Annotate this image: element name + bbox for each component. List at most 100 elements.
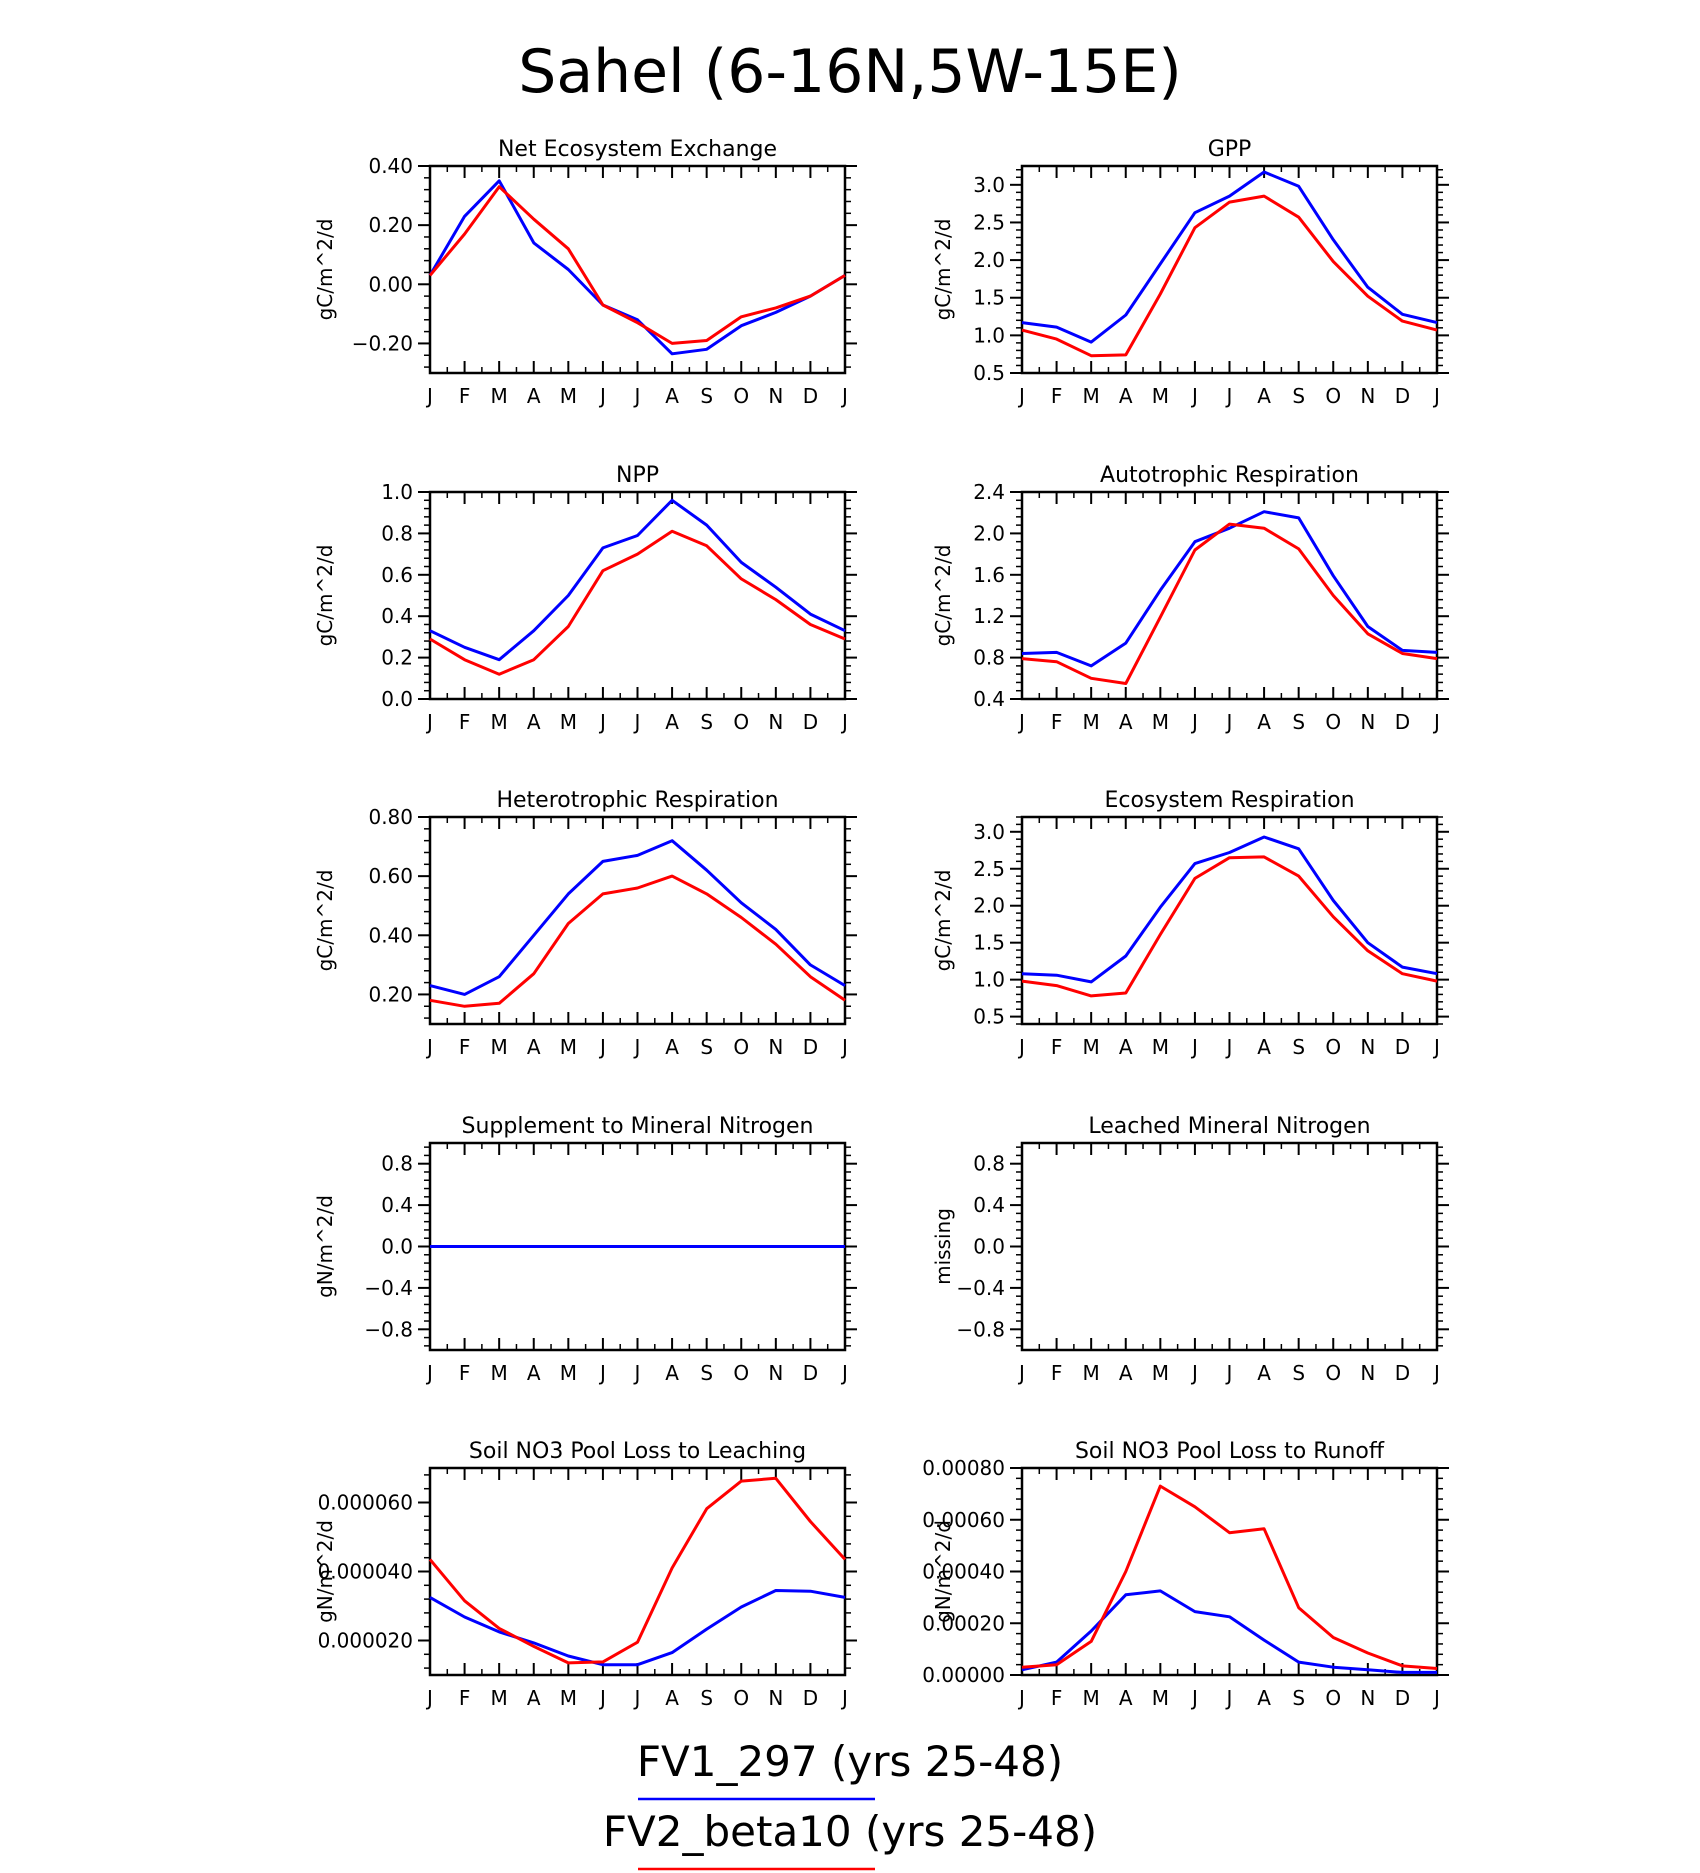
- series-line-1: [429, 498, 846, 662]
- x-tick-label: F: [1051, 384, 1063, 408]
- x-tick-label: J: [425, 710, 433, 734]
- x-tick-label: M: [491, 1361, 508, 1385]
- x-tick-label: D: [1395, 1035, 1410, 1059]
- panel-title: Soil NO3 Pool Loss to Runoff: [1075, 1439, 1385, 1464]
- x-tick-label: M: [560, 1035, 577, 1059]
- x-tick-label: J: [840, 1035, 848, 1059]
- x-tick-label: N: [768, 384, 783, 408]
- series-line-2: [1021, 855, 1438, 998]
- y-axis-label: gC/m^2/d: [313, 870, 337, 972]
- x-tick-label: S: [700, 1035, 713, 1059]
- x-tick-label: A: [527, 1035, 541, 1059]
- y-tick-label: 0.5: [973, 361, 1005, 385]
- panel-title: Soil NO3 Pool Loss to Leaching: [469, 1439, 806, 1464]
- x-tick-label: A: [1257, 1035, 1271, 1059]
- x-tick-label: D: [803, 1035, 818, 1059]
- y-tick-label: 2.5: [973, 210, 1005, 234]
- y-axis-label: gN/m^2/d: [313, 1195, 337, 1298]
- x-tick-label: A: [1119, 1686, 1133, 1710]
- x-tick-label: F: [459, 1686, 471, 1710]
- x-tick-label: S: [1292, 384, 1305, 408]
- x-tick-label: D: [1395, 384, 1410, 408]
- y-tick-label: 2.0: [973, 521, 1005, 545]
- series-line-2: [428, 1476, 847, 1665]
- x-tick-label: A: [665, 710, 679, 734]
- series-line-1: [429, 1589, 846, 1667]
- y-tick-label: −0.8: [956, 1317, 1005, 1341]
- x-tick-label: J: [633, 1361, 641, 1385]
- x-tick-label: O: [1325, 1361, 1341, 1385]
- panel-title: NPP: [616, 463, 659, 488]
- x-tick-label: N: [1360, 1035, 1375, 1059]
- x-tick-label: J: [840, 710, 848, 734]
- x-tick-label: M: [1152, 1035, 1169, 1059]
- y-tick-label: 2.0: [973, 248, 1005, 272]
- x-tick-label: O: [733, 1361, 749, 1385]
- x-tick-label: D: [803, 1361, 818, 1385]
- x-tick-label: M: [1152, 710, 1169, 734]
- x-tick-label: O: [1325, 710, 1341, 734]
- y-tick-label: −0.8: [364, 1317, 413, 1341]
- x-tick-label: J: [598, 1686, 606, 1710]
- x-tick-label: S: [1292, 1035, 1305, 1059]
- y-tick-label: 0.00000: [922, 1663, 1005, 1687]
- series-line-1: [1021, 1589, 1437, 1674]
- y-axis-label: gC/m^2/d: [931, 219, 955, 321]
- x-tick-label: N: [768, 710, 783, 734]
- x-tick-label: J: [633, 1686, 641, 1710]
- x-tick-label: N: [1360, 384, 1375, 408]
- y-tick-label: 1.0: [973, 968, 1005, 992]
- y-tick-label: 1.5: [973, 931, 1005, 955]
- x-tick-label: J: [1190, 1361, 1198, 1385]
- x-tick-label: J: [425, 1361, 433, 1385]
- x-tick-label: F: [1051, 1361, 1063, 1385]
- x-tick-label: M: [560, 710, 577, 734]
- x-tick-label: M: [1083, 384, 1100, 408]
- x-tick-label: N: [1360, 710, 1375, 734]
- y-axis-label: gC/m^2/d: [313, 219, 337, 321]
- x-tick-label: A: [527, 710, 541, 734]
- x-tick-label: J: [1432, 384, 1440, 408]
- x-tick-label: J: [1190, 384, 1198, 408]
- y-tick-label: 0.60: [368, 864, 413, 888]
- x-tick-label: S: [700, 1361, 713, 1385]
- series-line-1: [1021, 510, 1438, 668]
- x-tick-label: M: [1152, 1686, 1169, 1710]
- x-tick-label: F: [1051, 1686, 1063, 1710]
- y-tick-label: 1.0: [381, 480, 413, 504]
- x-tick-label: A: [527, 1361, 541, 1385]
- series-line-2: [429, 874, 846, 1008]
- x-tick-label: A: [665, 1035, 679, 1059]
- x-tick-label: M: [491, 1035, 508, 1059]
- x-tick-label: O: [733, 1686, 749, 1710]
- x-tick-label: N: [768, 1035, 783, 1059]
- x-tick-label: F: [459, 710, 471, 734]
- plot-frame: [1020, 1141, 1439, 1352]
- y-tick-label: 0.20: [368, 213, 413, 237]
- x-tick-label: J: [598, 1361, 606, 1385]
- y-tick-label: 0.5: [973, 1005, 1005, 1029]
- y-tick-label: 0.40: [368, 923, 413, 947]
- series-line-1: [429, 839, 846, 996]
- x-tick-label: M: [1152, 384, 1169, 408]
- x-tick-label: J: [1225, 710, 1233, 734]
- x-tick-label: J: [1190, 710, 1198, 734]
- x-tick-label: A: [1119, 384, 1133, 408]
- x-tick-label: M: [491, 710, 508, 734]
- x-tick-label: J: [425, 1686, 433, 1710]
- y-tick-label: 2.5: [973, 857, 1005, 881]
- plot-frame: [428, 815, 847, 1026]
- y-tick-label: 0.000020: [318, 1629, 413, 1653]
- x-tick-label: N: [768, 1686, 783, 1710]
- x-tick-label: A: [1257, 384, 1271, 408]
- x-tick-label: S: [700, 384, 713, 408]
- x-tick-label: J: [840, 1361, 848, 1385]
- x-tick-label: J: [1190, 1035, 1198, 1059]
- plot-frame: [428, 1466, 847, 1677]
- x-tick-label: O: [733, 384, 749, 408]
- panel-title: Leached Mineral Nitrogen: [1088, 1114, 1370, 1139]
- x-tick-label: D: [803, 710, 818, 734]
